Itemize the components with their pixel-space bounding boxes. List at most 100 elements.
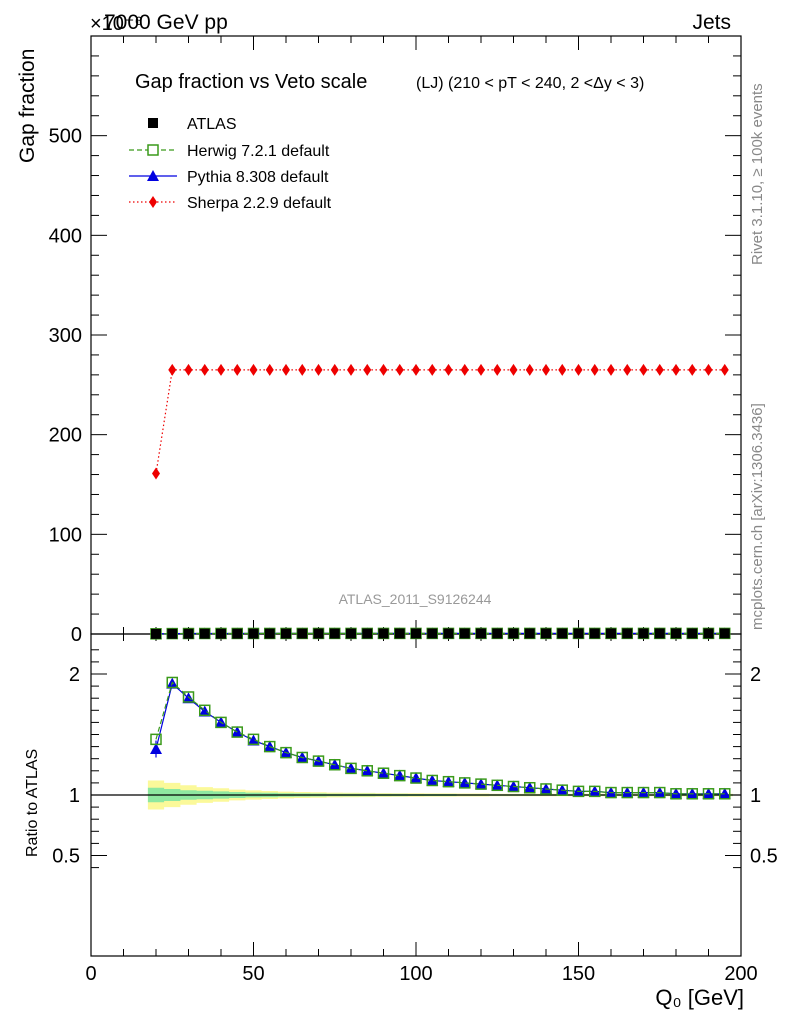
main-point-sherpa [330, 363, 339, 376]
ratio-point-herwig [182, 691, 195, 703]
main-point-atlas [719, 628, 730, 639]
main-point-sherpa [233, 363, 242, 376]
ratio-y-tick-label-right: 2 [750, 664, 761, 686]
main-point-sherpa [590, 363, 599, 376]
rivet-label: Rivet 3.1.10, ≥ 100k events [749, 83, 766, 265]
main-point-sherpa [477, 363, 485, 376]
main-title: Gap fraction vs Veto scale [135, 71, 367, 93]
main-point-atlas [427, 628, 438, 639]
main-point-sherpa [395, 363, 404, 376]
ratio-point-herwig [231, 726, 243, 738]
ratio-y-tick-label-right: 0.5 [750, 846, 778, 868]
main-point-atlas [346, 628, 356, 639]
main-point-atlas [216, 628, 226, 639]
ratio-point-herwig [312, 755, 325, 767]
ratio-y-tick-label: 0.5 [52, 846, 80, 868]
main-y-tick-label: 200 [49, 425, 82, 447]
ratio-point-herwig [361, 765, 373, 777]
main-point-atlas [476, 628, 486, 639]
ratio-y-tick-label: 2 [69, 664, 80, 686]
main-point-sherpa [607, 363, 615, 376]
main-point-atlas [443, 628, 454, 639]
ratio-point-herwig [329, 759, 341, 771]
ratio-point-herwig [475, 778, 487, 790]
analysis-watermark: ATLAS_2011_S9126244 [339, 591, 492, 607]
main-point-atlas [232, 628, 243, 639]
main-point-sherpa [265, 363, 274, 376]
main-point-atlas [264, 628, 275, 639]
main-point-sherpa [363, 363, 372, 376]
ratio-point-herwig [166, 676, 178, 689]
main-point-sherpa [444, 363, 453, 376]
ratio-point-pythia [361, 764, 374, 776]
ratio-line-pythia [155, 682, 725, 795]
ratio-point-pythia [426, 774, 439, 786]
source-label: mcplots.cern.ch [arXiv:1306.3436] [749, 403, 766, 630]
ratio-y-tick-label: 1 [69, 785, 80, 807]
main-point-atlas [557, 628, 568, 639]
legend-label-atlas: ATLAS [187, 116, 237, 133]
main-point-atlas [508, 628, 519, 639]
legend-marker-atlas [148, 118, 158, 128]
main-point-sherpa [574, 363, 583, 376]
main-point-atlas [362, 628, 373, 639]
ratio-point-pythia [247, 734, 260, 746]
main-point-atlas [281, 628, 291, 639]
ratio-point-herwig [426, 774, 438, 787]
main-point-sherpa [412, 363, 420, 376]
ratio-point-pythia [442, 775, 455, 787]
main-point-atlas [248, 628, 259, 639]
ratio-point-herwig [670, 788, 682, 800]
main-subtitle: (LJ) (210 < pT < 240, 2 <Δy < 3) [416, 75, 644, 92]
ratio-point-herwig [150, 733, 162, 746]
legend-marker-pythia [147, 170, 159, 181]
main-point-sherpa [623, 363, 632, 376]
main-point-sherpa [493, 363, 502, 376]
ratio-point-herwig [264, 740, 276, 753]
ratio-point-herwig [410, 772, 422, 784]
ratio-point-pythia [458, 776, 471, 788]
process-label: Jets [692, 11, 731, 34]
x-tick-label: 0 [85, 963, 96, 985]
x-tick-label: 50 [242, 963, 264, 985]
legend: ATLAS Herwig 7.2.1 default Pythia 8.308 … [129, 116, 332, 212]
main-point-atlas [297, 628, 308, 639]
main-point-atlas [183, 628, 194, 639]
ratio-y-tick-label-right: 1 [750, 785, 761, 807]
ratio-y-axis-label: Ratio to ATLAS [24, 749, 41, 857]
main-point-sherpa [655, 363, 664, 376]
main-point-sherpa [460, 363, 469, 376]
ratio-point-pythia [475, 778, 487, 790]
main-point-sherpa [639, 363, 648, 376]
ratio-point-herwig [637, 786, 650, 799]
ratio-point-herwig [719, 788, 731, 800]
main-point-sherpa [217, 363, 225, 376]
legend-marker-herwig [147, 144, 159, 156]
x-axis-label: Q₀ [GeV] [655, 985, 744, 1010]
ratio-point-herwig [345, 762, 357, 775]
ratio-point-herwig [572, 785, 585, 798]
main-point-sherpa [184, 363, 193, 376]
legend-label-pythia: Pythia 8.308 default [187, 169, 329, 186]
ratio-point-herwig [215, 716, 227, 729]
main-point-atlas [541, 628, 551, 639]
ratio-point-pythia [393, 769, 406, 781]
ratio-series-group [150, 676, 731, 800]
main-point-atlas [378, 628, 389, 639]
ratio-point-herwig [296, 751, 308, 764]
main-point-atlas [622, 628, 633, 639]
main-point-sherpa [347, 363, 355, 376]
main-point-sherpa [298, 363, 307, 376]
main-point-sherpa [525, 363, 534, 376]
main-y-tick-label: 300 [49, 325, 82, 347]
main-y-tick-label: 500 [49, 126, 82, 148]
main-point-sherpa [542, 363, 550, 376]
main-y-tick-label: 100 [49, 524, 82, 546]
main-point-sherpa [249, 363, 258, 376]
main-point-sherpa [720, 363, 729, 376]
ratio-point-herwig [394, 769, 406, 782]
ratio-point-herwig [524, 781, 536, 794]
ratio-point-herwig [621, 786, 633, 799]
main-point-sherpa [428, 363, 437, 376]
main-point-atlas [313, 628, 324, 639]
